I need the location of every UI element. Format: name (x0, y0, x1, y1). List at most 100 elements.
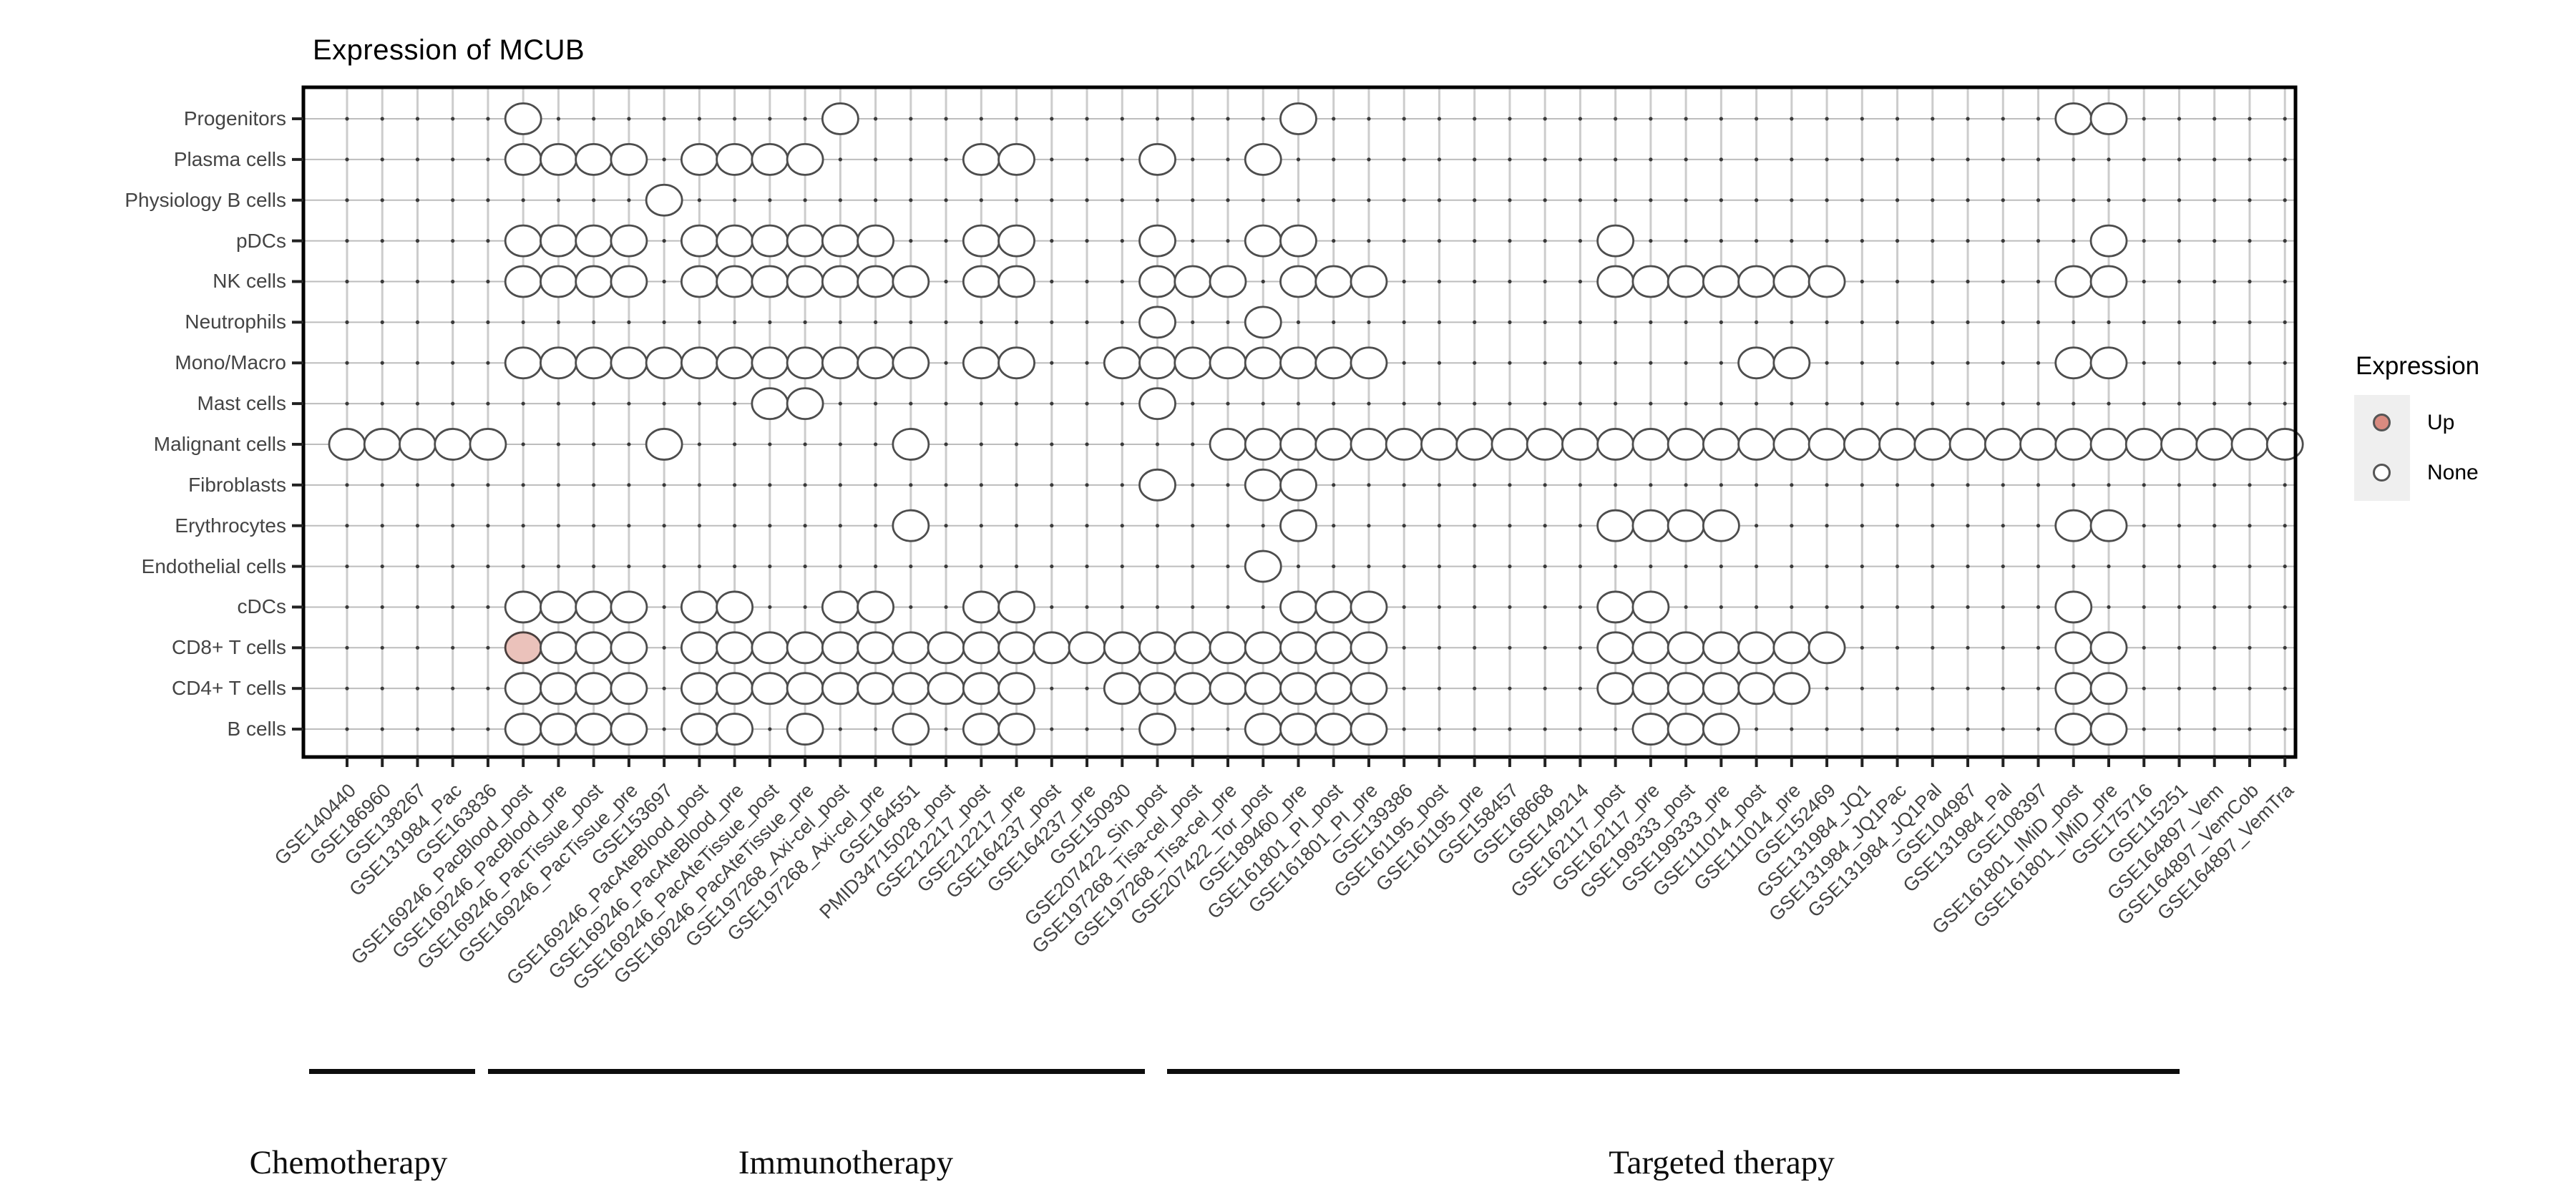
grid-dot (768, 727, 772, 731)
grid-dot (2072, 564, 2076, 569)
expression-circle-none (1244, 346, 1282, 380)
grid-dot (1578, 564, 1582, 569)
grid-dot (345, 361, 349, 365)
y-axis-label: cDCs (237, 595, 286, 618)
grid-dot (1473, 605, 1477, 610)
expression-circle-none (1314, 672, 1353, 705)
grid-dot (1649, 117, 1653, 121)
grid-dot (486, 361, 490, 365)
grid-dot (662, 605, 666, 610)
grid-dot (1120, 524, 1124, 528)
grid-dot (1437, 401, 1442, 406)
grid-dot (451, 727, 455, 731)
expression-circle-none (2054, 713, 2093, 746)
grid-dot (1649, 239, 1653, 243)
expression-circle-none (1631, 509, 1670, 542)
grid-dot (451, 361, 455, 365)
expression-circle-none (1596, 672, 1635, 705)
grid-dot (1755, 524, 1759, 528)
grid-dot (1508, 401, 1512, 406)
grid-dot (627, 442, 631, 446)
expression-circle-none (434, 428, 472, 461)
grid-dot (2212, 157, 2217, 162)
grid-dot (1085, 117, 1089, 121)
grid-dot (1895, 320, 1900, 324)
grid-dot (2212, 605, 2217, 610)
grid-dot (662, 483, 666, 487)
grid-dot (1543, 117, 1547, 121)
grid-dot (556, 564, 561, 569)
grid-dot (380, 564, 384, 569)
grid-dot (1367, 320, 1371, 324)
grid-dot (944, 157, 948, 162)
grid-dot (486, 401, 490, 406)
grid-dot (1085, 279, 1089, 284)
expression-circle-none (751, 346, 789, 380)
grid-dot (1402, 524, 1406, 528)
grid-dot (2036, 524, 2041, 528)
expression-circle-none (892, 672, 930, 705)
grid-dot (768, 442, 772, 446)
grid-dot (733, 401, 737, 406)
grid-dot (1543, 727, 1547, 731)
grid-dot (345, 686, 349, 690)
grid-dot (380, 198, 384, 202)
grid-dot (1825, 157, 1829, 162)
grid-dot (1155, 564, 1160, 569)
grid-dot (1825, 117, 1829, 121)
grid-dot (1931, 239, 1935, 243)
expression-circle-none (786, 142, 824, 176)
grid-dot (1473, 157, 1477, 162)
expression-circle-none (2089, 672, 2128, 705)
grid-dot (1966, 686, 1970, 690)
y-axis-label: Malignant cells (153, 432, 286, 455)
grid-dot (2212, 239, 2217, 243)
grid-dot (1437, 564, 1442, 569)
expression-circle-none (2124, 428, 2163, 461)
grid-dot (1261, 279, 1265, 284)
grid-dot (1437, 483, 1442, 487)
grid-dot (380, 320, 384, 324)
grid-dot (1050, 564, 1054, 569)
expression-circle-none (1314, 631, 1353, 665)
grid-dot (944, 279, 948, 284)
grid-dot (838, 483, 842, 487)
y-axis-label: Mono/Macro (175, 351, 286, 374)
grid-dot (2283, 564, 2287, 569)
expression-circle-none (1737, 428, 1776, 461)
grid-dot (1120, 117, 1124, 121)
expression-circle-none (1068, 631, 1106, 665)
grid-dot (1790, 320, 1794, 324)
expression-circle-none (997, 265, 1035, 298)
grid-dot (1332, 157, 1336, 162)
grid-dot (1085, 320, 1089, 324)
grid-dot (2177, 605, 2182, 610)
grid-dot (2177, 198, 2182, 202)
grid-dot (2142, 279, 2146, 284)
grid-dot (521, 320, 525, 324)
grid-dot (838, 442, 842, 446)
grid-dot (1790, 401, 1794, 406)
grid-dot (1085, 401, 1089, 406)
grid-dot (486, 686, 490, 690)
grid-dot (1790, 483, 1794, 487)
expression-circle-none (540, 265, 577, 298)
grid-dot (1649, 564, 1653, 569)
grid-dot (1332, 483, 1336, 487)
expression-circle-none (2089, 346, 2128, 380)
expression-circle-none (962, 346, 1000, 380)
expression-circle-none (1807, 631, 1846, 665)
grid-dot (662, 117, 666, 121)
expression-circle-none (1596, 590, 1635, 624)
expression-circle-none (1878, 428, 1916, 461)
grid-dot (1543, 198, 1547, 202)
grid-dot (592, 198, 596, 202)
grid-dot (1191, 605, 1195, 610)
grid-dot (944, 605, 948, 610)
grid-dot (380, 605, 384, 610)
grid-dot (486, 320, 490, 324)
grid-dot (1050, 686, 1054, 690)
grid-dot (1578, 727, 1582, 731)
expression-circle-none (1209, 346, 1247, 380)
